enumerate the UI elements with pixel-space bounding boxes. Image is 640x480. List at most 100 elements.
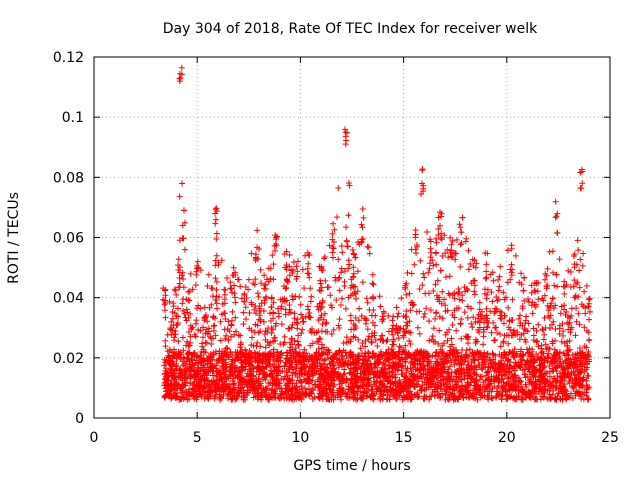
data-point <box>464 340 471 347</box>
data-point <box>196 391 203 398</box>
data-point-peak <box>508 242 515 249</box>
data-point <box>162 314 169 321</box>
data-point <box>260 356 267 363</box>
data-point <box>380 366 387 373</box>
data-point <box>172 331 179 338</box>
data-point <box>416 360 423 367</box>
data-point-peak <box>194 265 201 272</box>
data-point <box>353 373 360 380</box>
data-point <box>226 381 233 388</box>
data-point <box>351 376 358 383</box>
data-point <box>536 386 543 393</box>
data-point <box>432 372 439 379</box>
data-point-peak <box>344 129 351 136</box>
data-point <box>582 310 589 317</box>
data-point <box>518 353 525 360</box>
data-point <box>354 370 361 377</box>
data-point <box>500 320 507 327</box>
data-point <box>173 379 180 386</box>
data-point <box>380 391 387 398</box>
data-point <box>555 389 562 396</box>
data-point <box>484 392 491 399</box>
data-point <box>417 257 424 264</box>
data-point-peak <box>457 224 464 231</box>
data-point <box>579 262 586 269</box>
data-point <box>231 392 238 399</box>
data-point <box>195 354 202 361</box>
data-point <box>306 313 313 320</box>
data-point <box>270 315 277 322</box>
data-point <box>519 367 526 374</box>
data-point <box>386 373 393 380</box>
data-point <box>372 312 379 319</box>
data-point-peak <box>390 322 397 329</box>
data-point <box>347 362 354 369</box>
data-point <box>180 347 187 354</box>
data-point <box>435 340 442 347</box>
data-point <box>435 361 442 368</box>
data-point <box>540 336 547 343</box>
data-point <box>417 351 424 358</box>
data-point <box>268 325 275 332</box>
data-point <box>427 372 434 379</box>
data-point <box>356 352 363 359</box>
data-point-peak <box>570 283 577 290</box>
data-point-peak <box>403 313 410 320</box>
data-point <box>495 364 502 371</box>
data-point <box>468 320 475 327</box>
data-point-peak <box>495 276 502 283</box>
data-point <box>173 365 180 372</box>
data-point <box>540 297 547 304</box>
data-point <box>215 356 222 363</box>
data-point <box>265 265 272 272</box>
data-point <box>305 313 312 320</box>
data-point <box>338 396 345 403</box>
data-point-peak <box>484 250 491 257</box>
data-point <box>321 356 328 363</box>
data-point <box>342 224 349 231</box>
data-point <box>508 364 515 371</box>
data-point-peak <box>254 244 261 251</box>
data-point <box>538 345 545 352</box>
data-point <box>184 338 191 345</box>
data-point <box>534 288 541 295</box>
data-point <box>309 340 316 347</box>
data-point <box>180 296 187 303</box>
data-point-peak <box>413 250 420 257</box>
data-point <box>480 333 487 340</box>
data-point <box>497 331 504 338</box>
data-point <box>524 373 531 380</box>
data-point <box>441 296 448 303</box>
data-point-peak <box>318 284 325 291</box>
data-point <box>569 395 576 402</box>
data-point-peak <box>586 295 593 302</box>
data-point-peak <box>403 291 410 298</box>
data-point-peak <box>262 285 269 292</box>
data-point <box>330 326 337 333</box>
data-point-peak <box>222 287 229 294</box>
data-point <box>341 278 348 285</box>
data-point <box>338 265 345 272</box>
data-point <box>266 342 273 349</box>
data-point <box>525 320 532 327</box>
data-point <box>521 389 528 396</box>
data-point <box>240 321 247 328</box>
data-point-peak <box>306 252 313 259</box>
data-point-peak <box>187 310 194 317</box>
data-point <box>544 265 551 272</box>
data-point <box>353 360 360 367</box>
data-point-peak <box>359 224 366 231</box>
data-point <box>178 368 185 375</box>
data-point <box>294 374 301 381</box>
data-point <box>197 267 204 274</box>
data-point <box>238 295 245 302</box>
data-point-peak <box>194 258 201 265</box>
data-point <box>492 360 499 367</box>
data-point <box>213 252 220 259</box>
data-point <box>421 310 428 317</box>
data-point <box>346 182 353 189</box>
x-axis-label: GPS time / hours <box>293 458 410 474</box>
x-tick-label: 0 <box>90 430 99 446</box>
data-point <box>238 363 245 370</box>
data-point <box>240 309 247 316</box>
